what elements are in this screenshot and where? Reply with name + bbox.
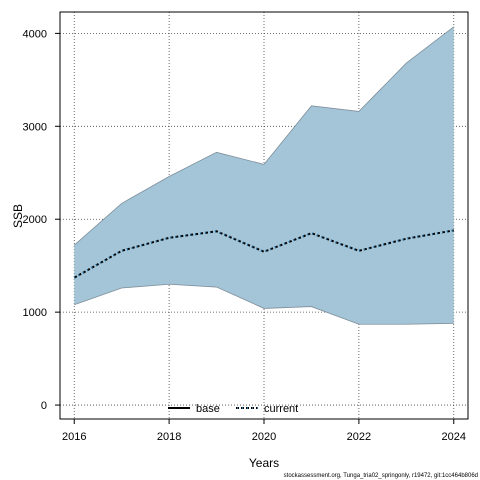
y-tick-label: 2000	[23, 214, 47, 226]
series-lines	[73, 229, 454, 279]
x-tick-label: 2020	[252, 431, 276, 443]
y-tick-label: 1000	[23, 307, 47, 319]
confidence-band-fill	[74, 26, 454, 325]
x-tick-label: 2016	[62, 431, 86, 443]
y-axis: 0 1000 2000 3000 4000	[23, 28, 60, 412]
legend-base-label: base	[196, 403, 220, 415]
x-tick-label: 2024	[442, 431, 466, 443]
legend: base current	[168, 403, 298, 415]
y-tick-label: 3000	[23, 121, 47, 133]
x-axis-title: Years	[249, 456, 279, 470]
band-upper-edge	[73, 26, 455, 246]
caption-footer: stockassessment.org, Tunga_tria02_spring…	[284, 473, 478, 479]
y-tick-label: 0	[41, 400, 47, 412]
y-tick-label: 4000	[23, 28, 47, 40]
series-dots-current	[73, 229, 454, 279]
confidence-band	[73, 26, 455, 325]
y-axis-title: SSB	[11, 204, 25, 228]
x-axis: 2016 2018 2020 2022 2024	[62, 419, 466, 443]
x-tick-label: 2018	[157, 431, 181, 443]
x-tick-label: 2022	[347, 431, 371, 443]
legend-current-label: current	[264, 403, 298, 415]
band-lower-edge	[74, 283, 454, 325]
